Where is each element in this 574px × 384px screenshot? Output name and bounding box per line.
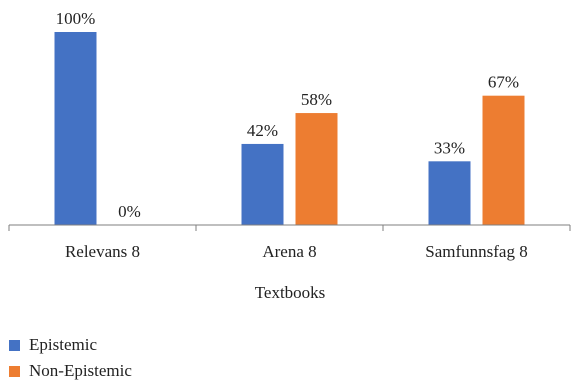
data-label-epistemic-relevans-8: 100% bbox=[56, 9, 96, 28]
category-label-arena-8: Arena 8 bbox=[262, 242, 316, 261]
legend-item-epistemic: Epistemic bbox=[9, 332, 132, 358]
bar-epistemic-arena-8 bbox=[241, 143, 284, 225]
data-label-epistemic-samfunnsfag-8: 33% bbox=[434, 138, 465, 157]
data-label-non-epistemic-samfunnsfag-8: 67% bbox=[488, 73, 519, 92]
legend-item-non-epistemic: Non-Epistemic bbox=[9, 358, 132, 384]
data-label-epistemic-arena-8: 42% bbox=[247, 121, 278, 140]
bar-non-epistemic-arena-8 bbox=[295, 113, 338, 225]
x-axis-title: Textbooks bbox=[255, 283, 326, 302]
legend-swatch-non-epistemic bbox=[9, 365, 20, 377]
legend: Epistemic Non-Epistemic bbox=[9, 332, 132, 384]
data-label-non-epistemic-arena-8: 58% bbox=[301, 90, 332, 109]
data-label-non-epistemic-relevans-8: 0% bbox=[118, 202, 141, 221]
category-label-samfunnsfag-8: Samfunnsfag 8 bbox=[425, 242, 527, 261]
bar-non-epistemic-samfunnsfag-8 bbox=[482, 95, 525, 225]
bar-epistemic-relevans-8 bbox=[54, 32, 97, 225]
legend-label-epistemic: Epistemic bbox=[29, 335, 97, 354]
bar-chart: 100% 0% 42% 58% 33% 67% Relevans 8 Arena 8 Samf… bbox=[8, 9, 571, 302]
legend-label-non-epistemic: Non-Epistemic bbox=[29, 361, 132, 380]
category-label-relevans-8: Relevans 8 bbox=[65, 242, 140, 261]
legend-swatch-epistemic bbox=[9, 339, 20, 351]
bar-epistemic-samfunnsfag-8 bbox=[428, 161, 471, 225]
